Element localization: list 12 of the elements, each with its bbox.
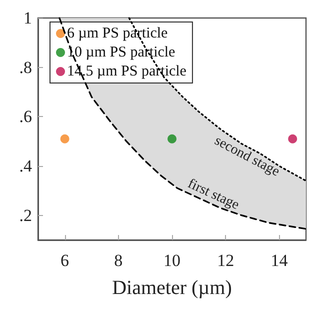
x-tick-label: 12 [217, 251, 234, 270]
x-axis-title: Diameter (µm) [112, 277, 232, 299]
x-tick-label: 6 [60, 251, 70, 270]
y-tick-label: .2 [19, 206, 32, 225]
x-tick-label: 14 [270, 251, 288, 270]
x-tick-label: 8 [114, 251, 123, 270]
legend-label: 6 µm PS particle [67, 26, 168, 42]
y-tick-label: 1 [24, 8, 32, 28]
y-tick-label: .6 [19, 107, 32, 126]
y-tick-label: .4 [19, 156, 32, 176]
y-tick-label: .8 [19, 58, 32, 77]
x-tick-label: 10 [164, 251, 180, 270]
